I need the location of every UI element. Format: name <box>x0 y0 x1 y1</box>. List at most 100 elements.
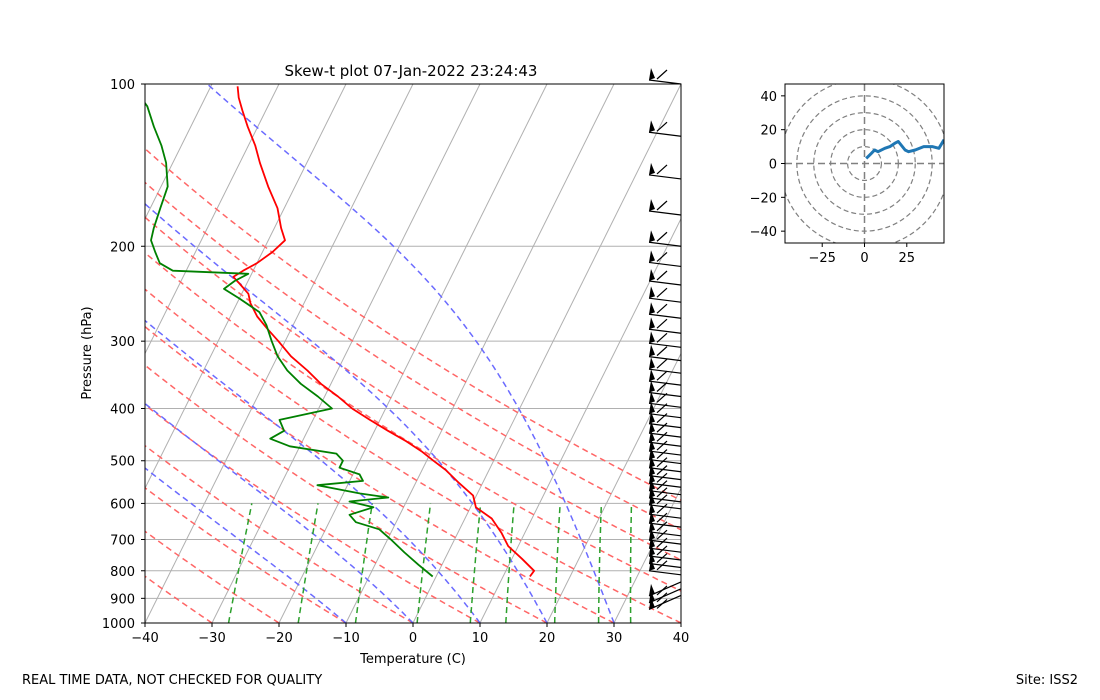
barb-staff <box>648 467 682 473</box>
hodo-y-tick-label: 40 <box>760 90 777 105</box>
hodograph-ring <box>846 145 883 182</box>
barb-flag <box>649 558 655 571</box>
barb-flag <box>649 317 655 330</box>
barb-flag <box>649 543 655 556</box>
dry-adiabat <box>145 403 481 623</box>
x-tick-label: −30 <box>198 631 225 646</box>
barb-flag <box>649 344 655 357</box>
barb-staff <box>648 241 682 247</box>
barb-flag <box>649 485 655 498</box>
barb-flag <box>649 502 655 515</box>
mixing-ratio-line <box>416 503 432 623</box>
barb-flag <box>649 331 655 344</box>
y-tick-label: 1000 <box>102 617 135 632</box>
x-tick-label: −20 <box>265 631 292 646</box>
barb-flag <box>649 68 655 80</box>
hodo-x-tick-label: 0 <box>860 251 868 266</box>
hodograph-grid <box>785 84 944 243</box>
hodo-x-tick-label: 25 <box>899 251 916 266</box>
x-tick-label: −10 <box>332 631 359 646</box>
x-tick-label: 20 <box>539 631 556 646</box>
barb-feather <box>656 287 668 298</box>
barb-flag <box>649 411 655 424</box>
barb-flag <box>649 447 655 460</box>
barb-feather <box>656 303 668 314</box>
chart-title: Skew-t plot 07-Jan-2022 23:24:43 <box>285 62 538 80</box>
barb-feather <box>656 69 668 80</box>
dry-adiabat <box>145 325 615 623</box>
barb-flag <box>649 551 655 564</box>
barb-feather <box>656 358 668 369</box>
barb-flag <box>649 380 655 393</box>
barb-feather <box>656 537 668 548</box>
hodograph-ticks: −25 0 25 40 20 0 −20 −40 <box>750 90 915 266</box>
isotherm <box>145 84 414 623</box>
isotherm <box>0 84 78 623</box>
barb-flag <box>649 302 655 315</box>
barb-staff <box>648 562 682 569</box>
x-tick-label: 40 <box>673 631 690 646</box>
barb-feather <box>656 529 668 540</box>
quality-disclaimer: REAL TIME DATA, NOT CHECKED FOR QUALITY <box>22 673 323 688</box>
isotherm <box>546 352 681 623</box>
barb-staff <box>648 450 682 456</box>
dry-adiabat <box>145 288 681 623</box>
mixing-ratio-line <box>553 503 561 623</box>
moist-adiabat <box>145 202 548 623</box>
barb-flag <box>649 492 655 505</box>
barb-feather <box>656 585 668 596</box>
barb-staff <box>648 490 682 496</box>
barb-flag <box>649 268 655 281</box>
hodo-y-tick-label: −20 <box>750 191 777 206</box>
barb-flag <box>649 120 655 133</box>
barb-staff <box>648 174 682 180</box>
barb-feather <box>656 403 668 414</box>
dry-adiabat <box>145 444 414 623</box>
dry-adiabat <box>145 251 681 592</box>
dry-adiabat <box>145 575 213 623</box>
barb-feather <box>656 560 668 571</box>
barb-staff <box>648 441 682 447</box>
y-tick-label: 300 <box>110 335 135 350</box>
y-axis-label: Pressure (hPa) <box>80 306 95 399</box>
hodo-y-tick-label: −40 <box>750 225 777 240</box>
skewt-data <box>145 86 535 578</box>
barb-flag <box>649 439 655 452</box>
mixing-ratio-line <box>505 503 515 623</box>
barb-flag <box>649 455 655 468</box>
barb-feather <box>656 599 668 609</box>
isotherm <box>211 84 481 623</box>
x-tick-label: 10 <box>472 631 489 646</box>
barb-feather <box>656 494 668 505</box>
barb-flag <box>649 198 655 211</box>
barb-feather <box>656 231 668 242</box>
y-tick-label: 500 <box>110 455 135 470</box>
barb-feather <box>656 592 668 603</box>
dewpoint-profile <box>145 101 434 578</box>
barb-feather <box>656 431 668 442</box>
y-tick-label: 100 <box>110 78 135 93</box>
x-tick-label: 0 <box>409 631 417 646</box>
barb-flag <box>649 230 655 243</box>
barb-staff <box>648 313 682 319</box>
barb-feather <box>656 487 668 498</box>
barb-feather <box>656 164 668 175</box>
hodograph-ring <box>813 112 916 215</box>
dry-adiabat <box>145 181 681 531</box>
barb-staff <box>648 380 682 386</box>
moist-adiabat <box>145 402 414 623</box>
barb-feather <box>656 465 668 476</box>
barb-feather <box>656 553 668 563</box>
dry-adiabat <box>145 216 681 561</box>
barb-flag <box>649 369 655 382</box>
barb-staff <box>648 570 682 576</box>
dry-adiabat <box>145 530 280 623</box>
barb-staff <box>648 131 682 137</box>
barb-staff <box>648 280 682 286</box>
barb-feather <box>656 449 668 459</box>
barb-staff <box>648 328 682 334</box>
barb-feather <box>656 457 668 468</box>
barb-feather <box>656 472 668 483</box>
barb-flag <box>649 250 655 263</box>
isotherm <box>680 621 681 623</box>
